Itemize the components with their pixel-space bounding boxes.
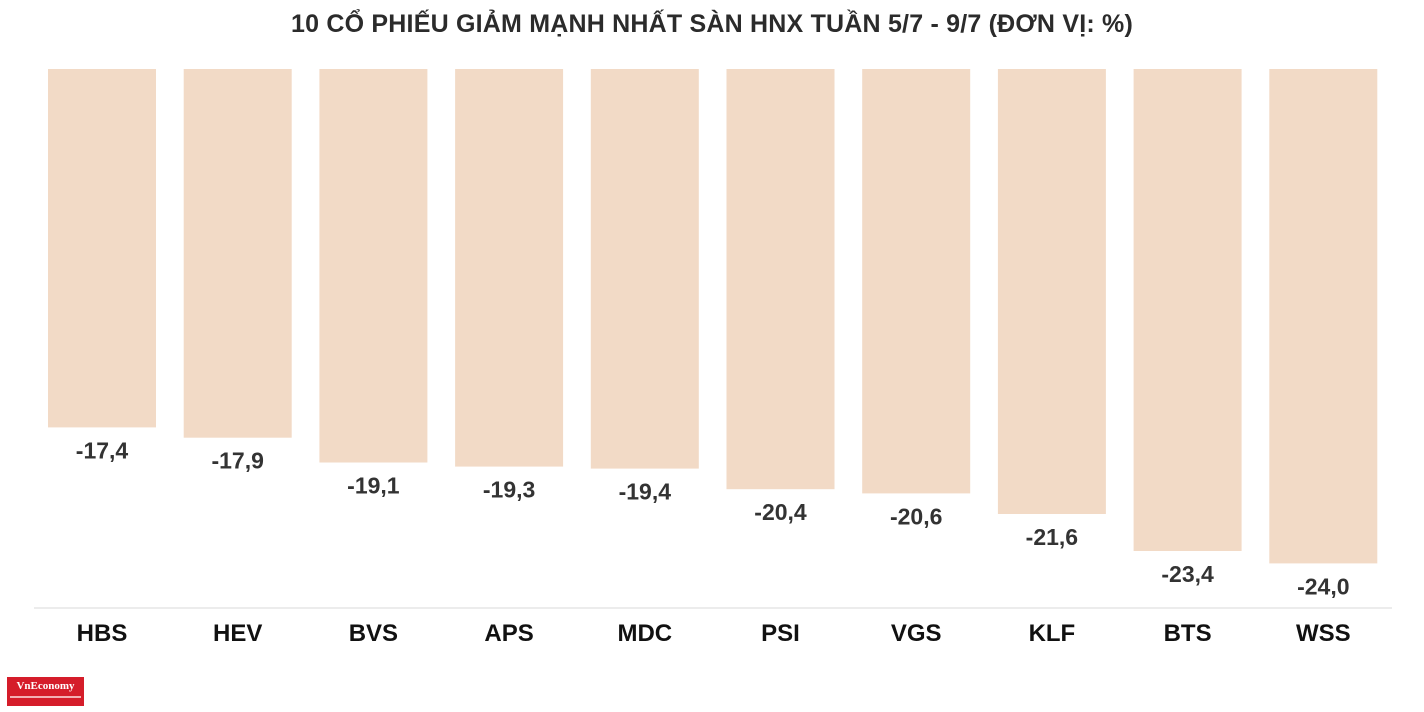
data-label-klf: -21,6 — [1026, 524, 1078, 550]
bar-mdc — [590, 69, 699, 469]
x-tick-label-bts: BTS — [1164, 620, 1212, 647]
x-tick-label-psi: PSI — [761, 620, 800, 647]
bar-bts — [1133, 69, 1242, 551]
bar-wss — [1269, 69, 1378, 564]
bar-hev — [183, 69, 292, 438]
data-label-bts: -23,4 — [1161, 561, 1214, 587]
x-tick-label-aps: APS — [484, 620, 533, 647]
logo-tagline-bar — [10, 696, 81, 698]
bar-vgs — [862, 69, 971, 494]
chart-title: 10 CỔ PHIẾU GIẢM MẠNH NHẤT SÀN HNX TUẦN … — [291, 10, 1133, 38]
x-tick-label-hbs: HBS — [77, 620, 128, 647]
data-label-mdc: -19,4 — [619, 479, 672, 505]
vneconomy-logo: VnEconomy — [7, 677, 84, 706]
data-label-hbs: -17,4 — [76, 437, 129, 463]
bar-psi — [726, 69, 835, 490]
bar-klf — [997, 69, 1106, 514]
data-label-psi: -20,4 — [754, 499, 807, 525]
x-tick-label-mdc: MDC — [617, 620, 672, 647]
x-tick-label-wss: WSS — [1296, 620, 1351, 647]
x-tick-label-vgs: VGS — [891, 620, 942, 647]
data-label-wss: -24,0 — [1297, 573, 1349, 599]
data-label-bvs: -19,1 — [347, 473, 400, 499]
bar-aps — [455, 69, 564, 467]
x-tick-label-klf: KLF — [1029, 620, 1076, 647]
bar-bvs — [319, 69, 428, 463]
x-tick-label-hev: HEV — [213, 620, 262, 647]
data-label-aps: -19,3 — [483, 477, 535, 503]
data-label-hev: -17,9 — [211, 448, 263, 474]
x-tick-label-bvs: BVS — [349, 620, 398, 647]
logo-text: VnEconomy — [16, 680, 75, 692]
data-label-vgs: -20,6 — [890, 503, 942, 529]
bar-hbs — [48, 69, 156, 428]
